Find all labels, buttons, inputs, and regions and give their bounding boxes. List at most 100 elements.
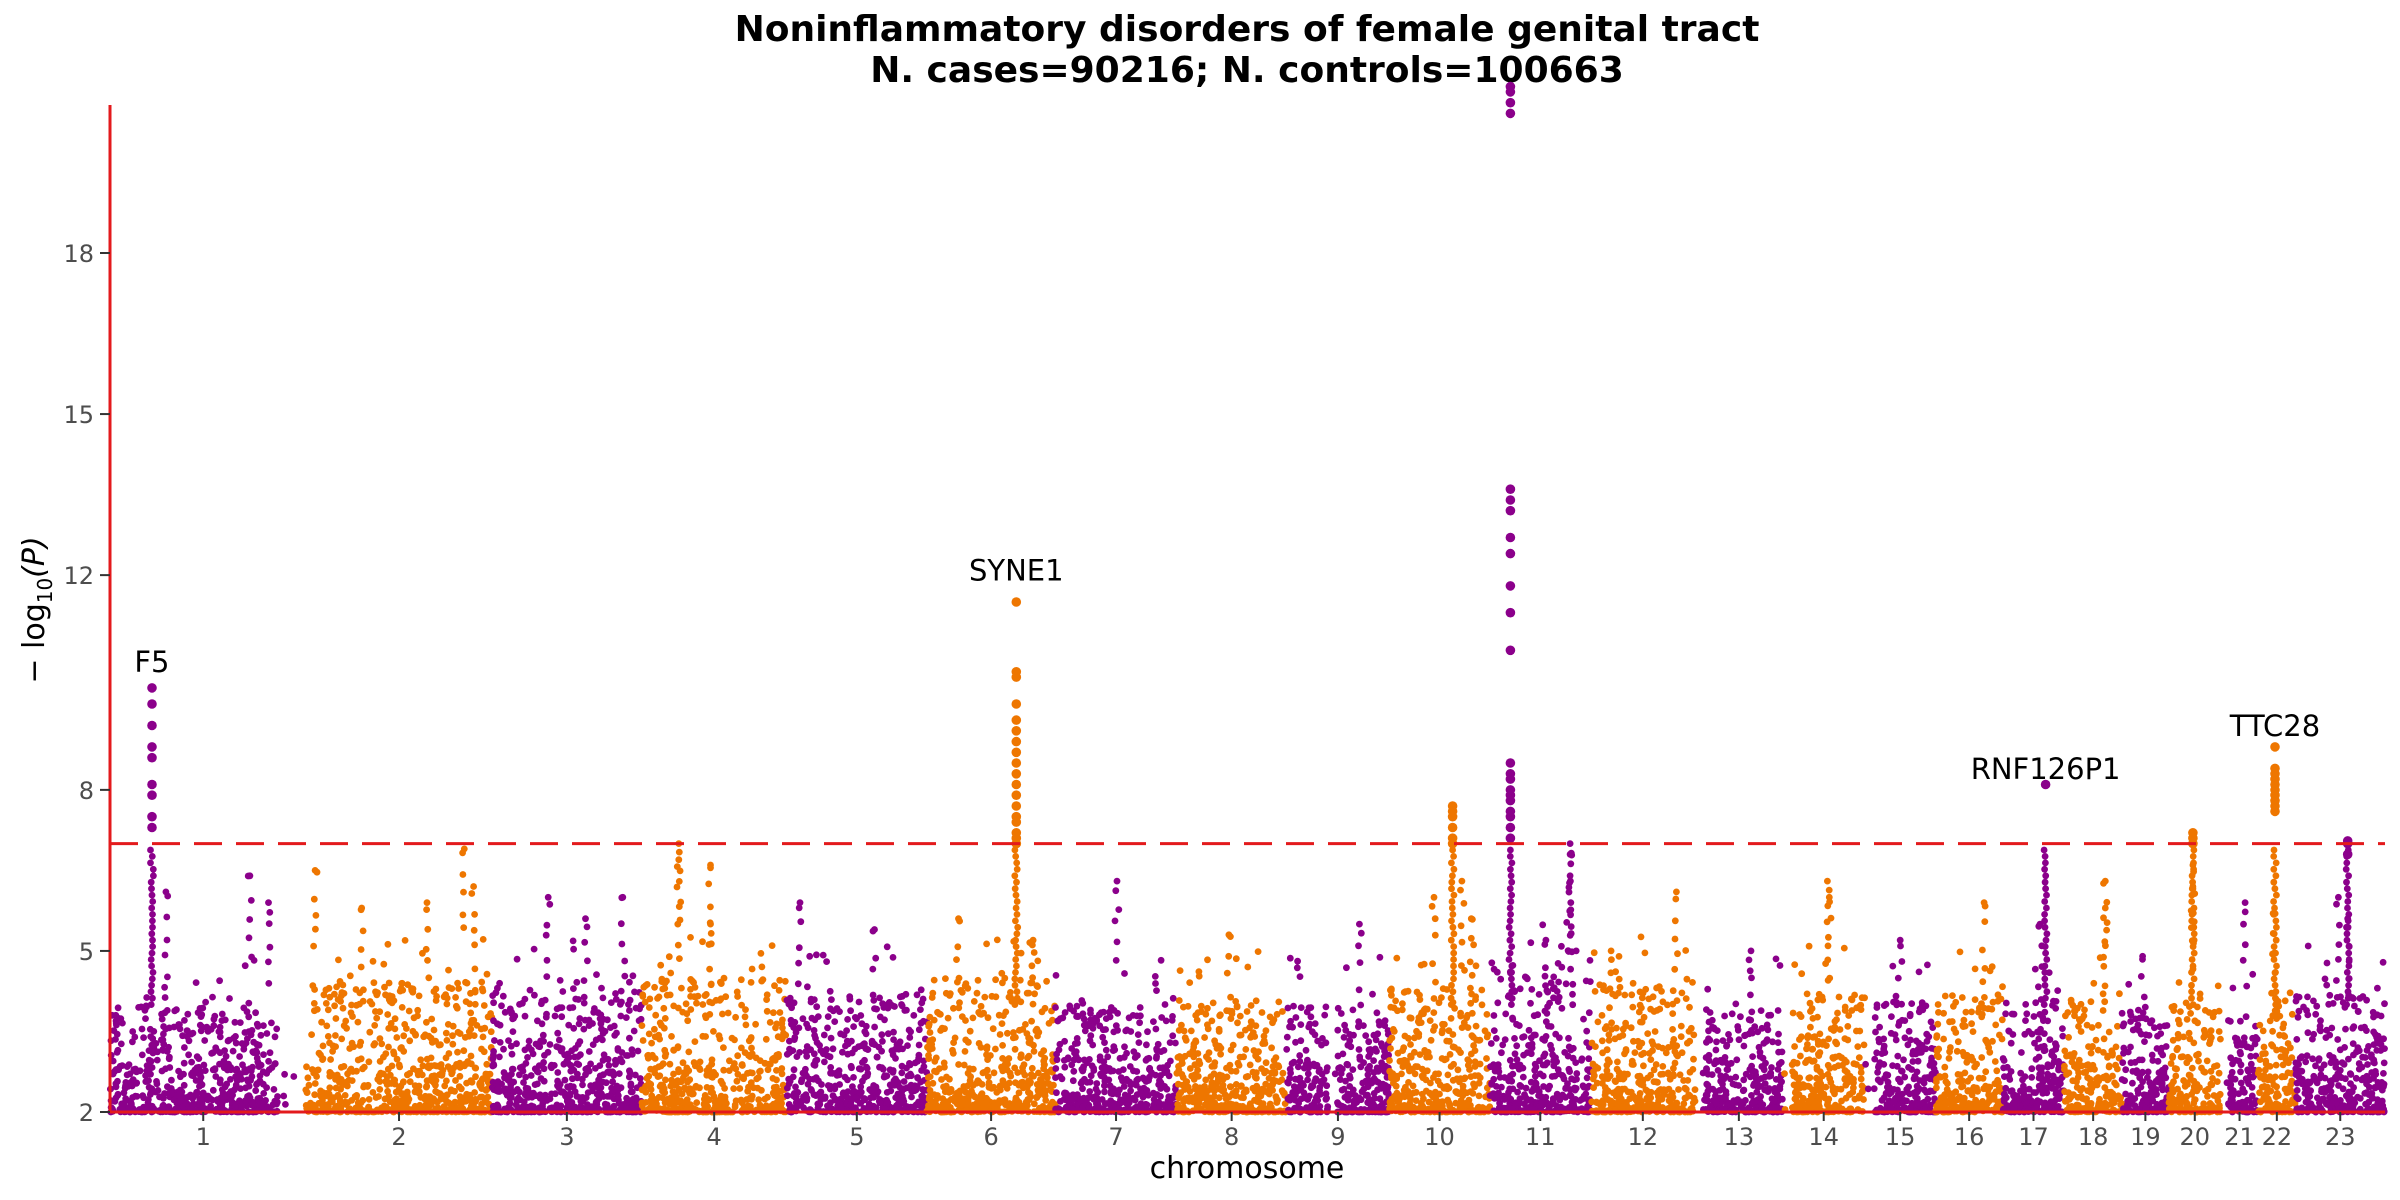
snp-point <box>900 1078 908 1085</box>
snp-point <box>763 996 770 1003</box>
snp-point <box>728 1034 736 1042</box>
snp-point <box>645 1004 653 1011</box>
snp-point <box>600 1051 608 1059</box>
snp-point <box>879 1000 886 1008</box>
snp-point <box>1458 962 1465 969</box>
snp-point <box>174 1092 181 1099</box>
snp-point <box>1122 1027 1130 1035</box>
snp-point <box>543 956 551 964</box>
snp-point <box>660 1004 668 1012</box>
snp-point <box>1194 1066 1201 1074</box>
chromosome-4-points <box>638 840 790 1116</box>
snp-point <box>114 1091 122 1099</box>
snp-point <box>1090 1064 1097 1072</box>
snp-point <box>688 1089 696 1097</box>
snp-point <box>797 918 805 926</box>
snp-point <box>687 934 694 941</box>
snp-point <box>752 1054 760 1062</box>
snp-point <box>471 941 478 949</box>
snp-point <box>231 1018 239 1026</box>
snp-point <box>1286 954 1294 962</box>
snp-point <box>382 1078 390 1085</box>
snp-point <box>1234 1059 1242 1067</box>
snp-point <box>114 1077 121 1085</box>
snp-point <box>252 1009 259 1017</box>
snp-point <box>195 1055 203 1062</box>
snp-point <box>917 1006 924 1013</box>
snp-point <box>360 1063 368 1071</box>
snp-point <box>831 1018 839 1025</box>
snp-point <box>1225 931 1233 939</box>
snp-point <box>245 1082 253 1090</box>
snp-point <box>1251 1073 1259 1081</box>
snp-point <box>1351 1092 1359 1099</box>
snp-point <box>795 944 803 952</box>
snp-point <box>607 1068 615 1076</box>
snp-point <box>807 995 815 1003</box>
snp-point <box>983 1045 991 1053</box>
snp-point <box>826 1053 834 1061</box>
snp-point <box>374 1075 382 1083</box>
snp-point <box>399 986 407 994</box>
snp-point <box>577 1097 585 1105</box>
snp-point <box>808 1014 816 1022</box>
snp-point <box>869 991 877 999</box>
snp-point <box>1475 1092 1483 1100</box>
snp-point <box>936 1065 943 1072</box>
snp-point <box>1099 1033 1107 1041</box>
snp-point <box>1215 1094 1223 1102</box>
snp-point <box>460 845 468 853</box>
snp-point <box>452 994 459 1001</box>
snp-point <box>619 893 627 901</box>
snp-point <box>401 937 409 944</box>
snp-point <box>878 1031 886 1039</box>
snp-point <box>409 1027 417 1035</box>
snp-point <box>1478 1001 1486 1009</box>
snp-point <box>313 1006 321 1013</box>
snp-point <box>910 1103 918 1110</box>
snp-point <box>459 871 467 878</box>
snp-point <box>510 1088 518 1096</box>
snp-point <box>1034 1086 1042 1094</box>
snp-point <box>341 1092 349 1099</box>
snp-point <box>690 1059 698 1066</box>
snp-point <box>792 1083 799 1091</box>
snp-point <box>1152 980 1159 987</box>
snp-point <box>1222 1095 1230 1103</box>
snp-point <box>1175 1066 1183 1074</box>
snp-point <box>1432 1088 1439 1096</box>
snp-point <box>1252 1051 1260 1059</box>
snp-point <box>158 1036 165 1044</box>
snp-point <box>626 978 633 986</box>
snp-point <box>1226 1061 1234 1069</box>
snp-point <box>1311 1020 1319 1027</box>
snp-point <box>988 992 996 1000</box>
snp-point <box>420 1033 428 1041</box>
snp-point <box>390 1100 398 1108</box>
snp-point <box>324 1006 332 1014</box>
snp-point <box>623 1099 630 1106</box>
snp-point <box>365 1058 373 1066</box>
snp-point <box>702 991 710 998</box>
snp-point <box>846 993 854 1001</box>
snp-point <box>846 1095 854 1103</box>
snp-point <box>308 1031 315 1038</box>
snp-point <box>1342 1026 1350 1034</box>
snp-point <box>479 987 487 995</box>
snp-point <box>1323 1094 1330 1102</box>
snp-point <box>1100 1008 1107 1016</box>
snp-point <box>999 1055 1006 1062</box>
snp-point <box>1415 1030 1423 1038</box>
snp-point <box>311 986 318 993</box>
snp-point <box>651 1065 659 1072</box>
snp-point <box>1052 1065 1060 1072</box>
snp-point <box>696 1058 704 1066</box>
snp-point <box>886 999 893 1006</box>
snp-point <box>214 1096 221 1103</box>
snp-point <box>357 946 365 953</box>
snp-point <box>163 913 171 921</box>
snp-point <box>1360 1022 1367 1029</box>
snp-point <box>245 1013 253 1021</box>
snp-point <box>1079 1085 1086 1093</box>
snp-point <box>1061 1009 1069 1016</box>
